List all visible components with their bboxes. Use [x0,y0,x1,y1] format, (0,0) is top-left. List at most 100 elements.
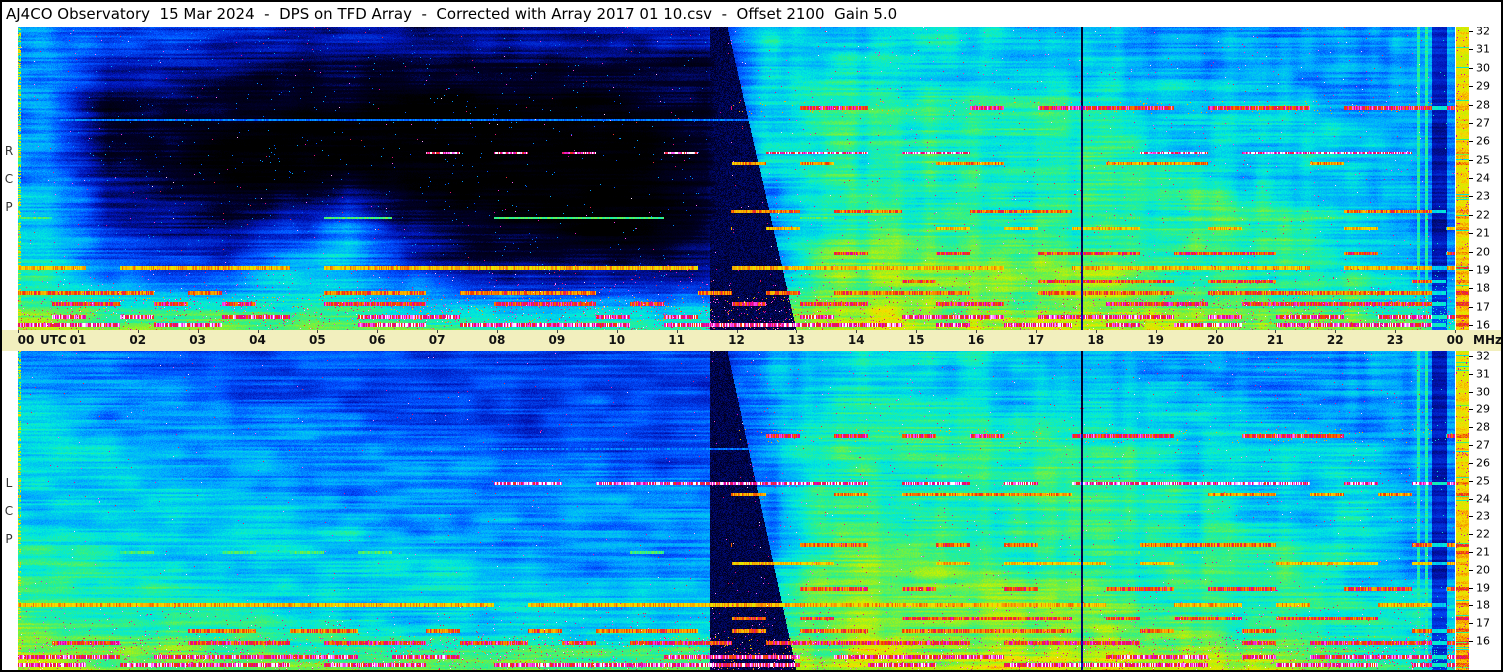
time-tick-label: 17 [1027,333,1045,347]
freq-tick-label: 23 [1476,509,1490,523]
freq-tick [1469,122,1473,124]
time-tick [1215,330,1217,333]
freq-tick-label: 29 [1476,402,1490,416]
time-tick-label: 10 [608,333,626,347]
rcp-polarization-label: R C P [0,27,18,330]
time-tick [437,330,439,333]
time-tick [197,330,199,333]
freq-tick [1469,373,1473,375]
time-tick [556,330,558,333]
freq-tick [1469,159,1473,161]
freq-tick [1469,178,1473,179]
freq-tick [1469,551,1473,553]
freq-tick-label: 16 [1476,318,1490,332]
freq-tick-label: 26 [1476,134,1490,148]
time-tick [18,330,19,333]
time-tick [1035,330,1037,333]
freq-tick-label: 22 [1476,208,1490,222]
time-tick-label: 03 [189,333,206,347]
time-tick [796,330,798,333]
lcp-calibration-strip [1456,351,1469,670]
time-axis-band: UTC MHz 00 01 02 03 04 05 06 07 08 09 10 11 12 13 14 15… [0,330,1503,351]
freq-tick [1469,251,1473,253]
time-tick-label: 08 [488,333,506,347]
freq-tick-label: 24 [1476,492,1490,505]
time-tick [257,330,259,333]
lcp-frequency-scale: 32 31 30 29 28 27 26 25 24 23 22 21 20 19 18 17 16 [1469,351,1503,670]
freq-tick [1469,196,1473,198]
time-tick-label: 19 [1147,333,1164,347]
freq-tick-label: 18 [1476,281,1490,295]
time-tick-label: 07 [428,333,446,347]
time-tick-label: 04 [249,333,266,347]
mhz-unit-label: MHz [1473,333,1502,347]
freq-tick-label: 19 [1476,581,1490,595]
polarization-letter: R [4,143,14,158]
freq-tick-label: 17 [1476,300,1490,314]
freq-tick-label: 24 [1476,171,1490,185]
freq-tick [1469,534,1473,536]
freq-tick [1469,141,1473,143]
freq-tick-label: 28 [1476,98,1490,111]
freq-tick [1469,49,1473,51]
freq-tick-label: 25 [1476,474,1490,488]
time-tick-label: 00 [1446,333,1464,347]
freq-tick-label: 28 [1476,420,1490,434]
freq-tick [1469,86,1473,88]
time-tick [916,330,918,333]
freq-tick [1469,288,1473,290]
freq-tick-label: 29 [1476,79,1490,93]
time-tick-label: 13 [788,333,805,347]
freq-tick [1469,233,1473,235]
time-tick [77,330,79,333]
freq-tick-label: 16 [1476,634,1490,648]
polarization-letter: C [4,171,14,186]
time-tick [137,330,139,333]
freq-tick [1469,569,1473,571]
freq-tick [1469,605,1473,607]
rcp-spectrogram-canvas [18,27,1455,330]
freq-tick-label: 27 [1476,438,1490,452]
freq-tick-label: 26 [1476,456,1490,470]
time-tick-label: 21 [1267,333,1284,347]
freq-tick-label: 17 [1476,616,1490,630]
time-tick [1335,330,1337,333]
freq-tick-label: 31 [1476,42,1490,56]
freq-tick [1469,391,1473,393]
freq-tick-label: 30 [1476,385,1490,399]
time-tick-label: 02 [129,333,147,347]
freq-tick [1469,214,1473,216]
freq-tick [1469,516,1473,518]
time-tick-label: 16 [967,333,985,347]
freq-tick [1469,587,1473,589]
freq-tick [1469,462,1473,464]
freq-tick [1469,31,1473,32]
freq-tick [1469,498,1473,500]
time-tick [676,330,678,333]
time-tick-label: 20 [1207,333,1224,347]
freq-tick-label: 27 [1476,116,1490,130]
time-tick [377,330,379,333]
freq-tick [1469,67,1473,69]
time-tick [1275,330,1277,333]
time-tick [1095,330,1097,333]
freq-tick [1469,325,1473,326]
polarization-letter: P [5,531,13,546]
lcp-polarization-label: L C P [0,351,18,670]
rcp-calibration-strip [1456,27,1469,330]
freq-tick [1469,445,1473,447]
freq-tick [1469,641,1473,642]
time-tick [976,330,977,333]
utc-unit-label: UTC [40,333,67,347]
time-tick-label: 00 [17,333,35,347]
freq-tick-label: 30 [1476,61,1490,75]
time-tick-label: 11 [668,333,685,347]
time-tick [1155,330,1157,333]
freq-tick-label: 21 [1476,545,1490,559]
time-tick-label: 18 [1087,333,1105,347]
freq-tick [1469,427,1473,429]
freq-tick-label: 22 [1476,527,1490,541]
time-tick-label: 05 [309,333,326,347]
time-tick-label: 09 [548,333,566,347]
time-tick [1455,330,1456,333]
